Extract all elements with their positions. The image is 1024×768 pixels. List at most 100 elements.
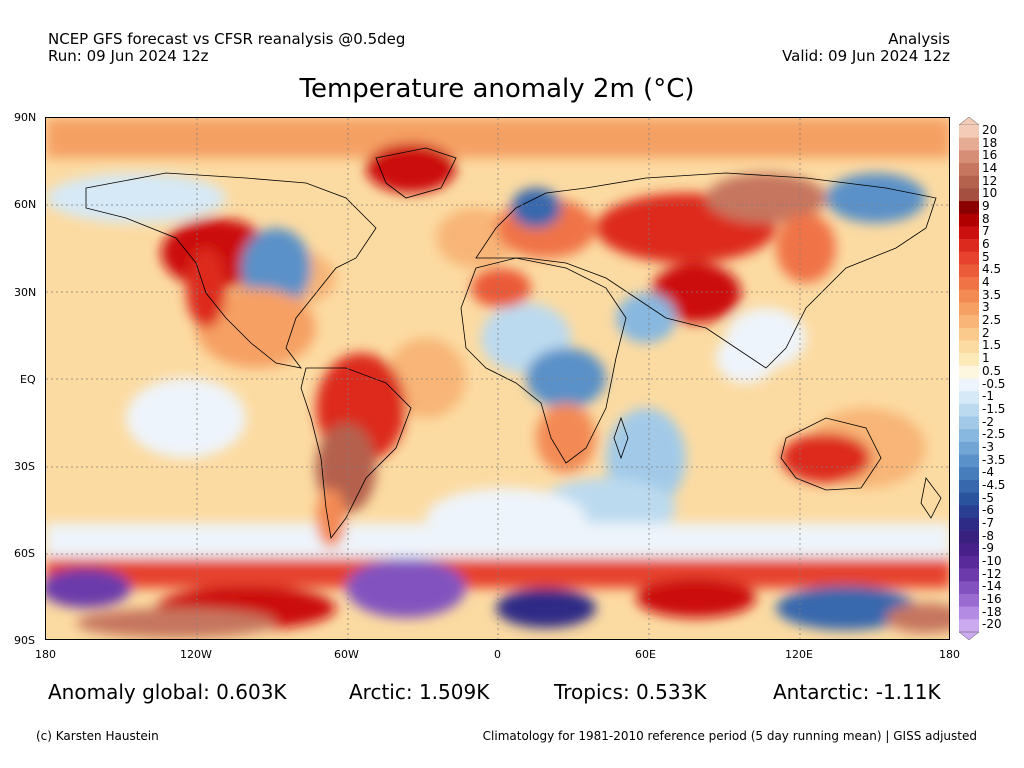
anomaly-antarctic: Antarctic: -1.11K [773,680,941,704]
colorbar-tick-label: 1 [982,351,990,366]
colorbar-swatch [959,378,979,392]
climatology-note: Climatology for 1981-2010 reference peri… [482,729,977,743]
colorbar-tick-label: -2 [982,414,994,429]
colorbar-tick-label: -4.5 [982,477,1006,492]
colorbar-swatch [959,429,979,443]
lon-label-120e: 120E [785,648,813,661]
colorbar-swatch [959,581,979,595]
colorbar-tick-label: 4 [982,275,990,290]
lon-label-0: 0 [494,648,501,661]
colorbar-tick-label: -9 [982,541,994,556]
anomaly-field [46,118,949,638]
colorbar-swatch [959,150,979,164]
lon-label-180w: 180 [35,648,56,661]
analysis-label: Analysis [888,30,950,48]
colorbar-swatch [959,416,979,430]
colorbar-swatch [959,492,979,506]
colorbar-tick-label: -1.5 [982,401,1006,416]
colorbar-tick-label: -2.5 [982,427,1006,442]
colorbar-swatch [959,213,979,227]
colorbar-swatch [959,251,979,265]
colorbar-swatch [959,505,979,519]
coastlines [85,147,942,539]
colorbar-tick-label: 10 [982,186,998,201]
colorbar-min-arrow [959,631,979,640]
colorbar-tick-label: 4.5 [982,262,1002,277]
lon-label-60e: 60E [635,648,656,661]
lat-label-90n: 90N [14,111,37,124]
colorbar-swatch [959,517,979,531]
colorbar-tick-label: -0.5 [982,376,1006,391]
colorbar-tick-label: -7 [982,515,994,530]
colorbar-swatch [959,454,979,468]
colorbar-swatch [959,365,979,379]
colorbar-tick-label: 9 [982,199,990,214]
colorbar-tick-label: 3 [982,300,990,315]
colorbar-max-arrow [959,117,979,126]
lon-label-60w: 60W [334,648,359,661]
colorbar-swatch [959,125,979,138]
colorbar-swatch [959,188,979,202]
colorbar-swatch [959,479,979,493]
colorbar-swatch [959,289,979,303]
lat-label-eq: EQ [20,373,36,386]
colorbar-tick-label: 14 [982,161,998,176]
colorbar-swatch [959,239,979,253]
colorbar-swatch [959,530,979,544]
colorbar-swatch [959,441,979,455]
colorbar-swatch [959,302,979,316]
colorbar-tick-label: -1 [982,389,994,404]
colorbar-swatch [959,277,979,291]
colorbar-tick-label: 12 [982,173,998,188]
colorbar-tick-label: -5 [982,490,994,505]
temperature-anomaly-map [45,117,950,640]
colorbar-swatch [959,264,979,278]
colorbar-tick-label: -3 [982,439,994,454]
credit: (c) Karsten Haustein [36,729,159,743]
colorbar-tick-label: 5 [982,249,990,264]
lon-label-120w: 120W [180,648,212,661]
graticule [46,118,949,639]
colorbar-tick-label: -3.5 [982,452,1006,467]
colorbar-swatch [959,353,979,367]
colorbar-tick-label: 7 [982,224,990,239]
colorbar-swatch [959,226,979,240]
colorbar [959,117,979,640]
colorbar-swatch [959,340,979,354]
lat-label-30s: 30S [14,460,35,473]
valid-time: Valid: 09 Jun 2024 12z [782,47,950,65]
colorbar-tick-label: 3.5 [982,287,1002,302]
run-time: Run: 09 Jun 2024 12z [48,47,209,65]
colorbar-swatch [959,315,979,329]
colorbar-swatch [959,403,979,417]
colorbar-tick-label: -14 [982,579,1002,594]
anomaly-tropics: Tropics: 0.533K [554,680,707,704]
colorbar-tick-label: 20 [982,123,998,137]
colorbar-tick-label: -16 [982,591,1002,606]
colorbar-swatch [959,619,979,633]
colorbar-tick-label: 6 [982,237,990,252]
colorbar-swatch [959,327,979,341]
colorbar-swatch [959,467,979,481]
colorbar-tick-label: -18 [982,604,1002,619]
colorbar-tick-label: -10 [982,553,1002,568]
lat-label-90s: 90S [14,634,35,647]
colorbar-tick-label: 16 [982,148,998,163]
anomaly-global: Anomaly global: 0.603K [48,680,287,704]
colorbar-swatch [959,606,979,620]
colorbar-swatch [959,543,979,557]
lat-label-60n: 60N [14,198,37,211]
colorbar-swatch [959,593,979,607]
model-description: NCEP GFS forecast vs CFSR reanalysis @0.… [48,30,406,48]
colorbar-swatch [959,137,979,151]
colorbar-swatch [959,175,979,189]
colorbar-tick-label: -12 [982,566,1002,581]
colorbar-tick-label: 18 [982,135,998,150]
colorbar-swatch [959,163,979,176]
map-title: Temperature anomaly 2m (°C) [299,74,695,104]
colorbar-tick-label: 8 [982,211,990,226]
colorbar-tick-label: 0.5 [982,363,1002,378]
map-graphic [46,118,949,639]
colorbar-tick-label: -6 [982,503,994,518]
lat-label-30n: 30N [14,286,37,299]
